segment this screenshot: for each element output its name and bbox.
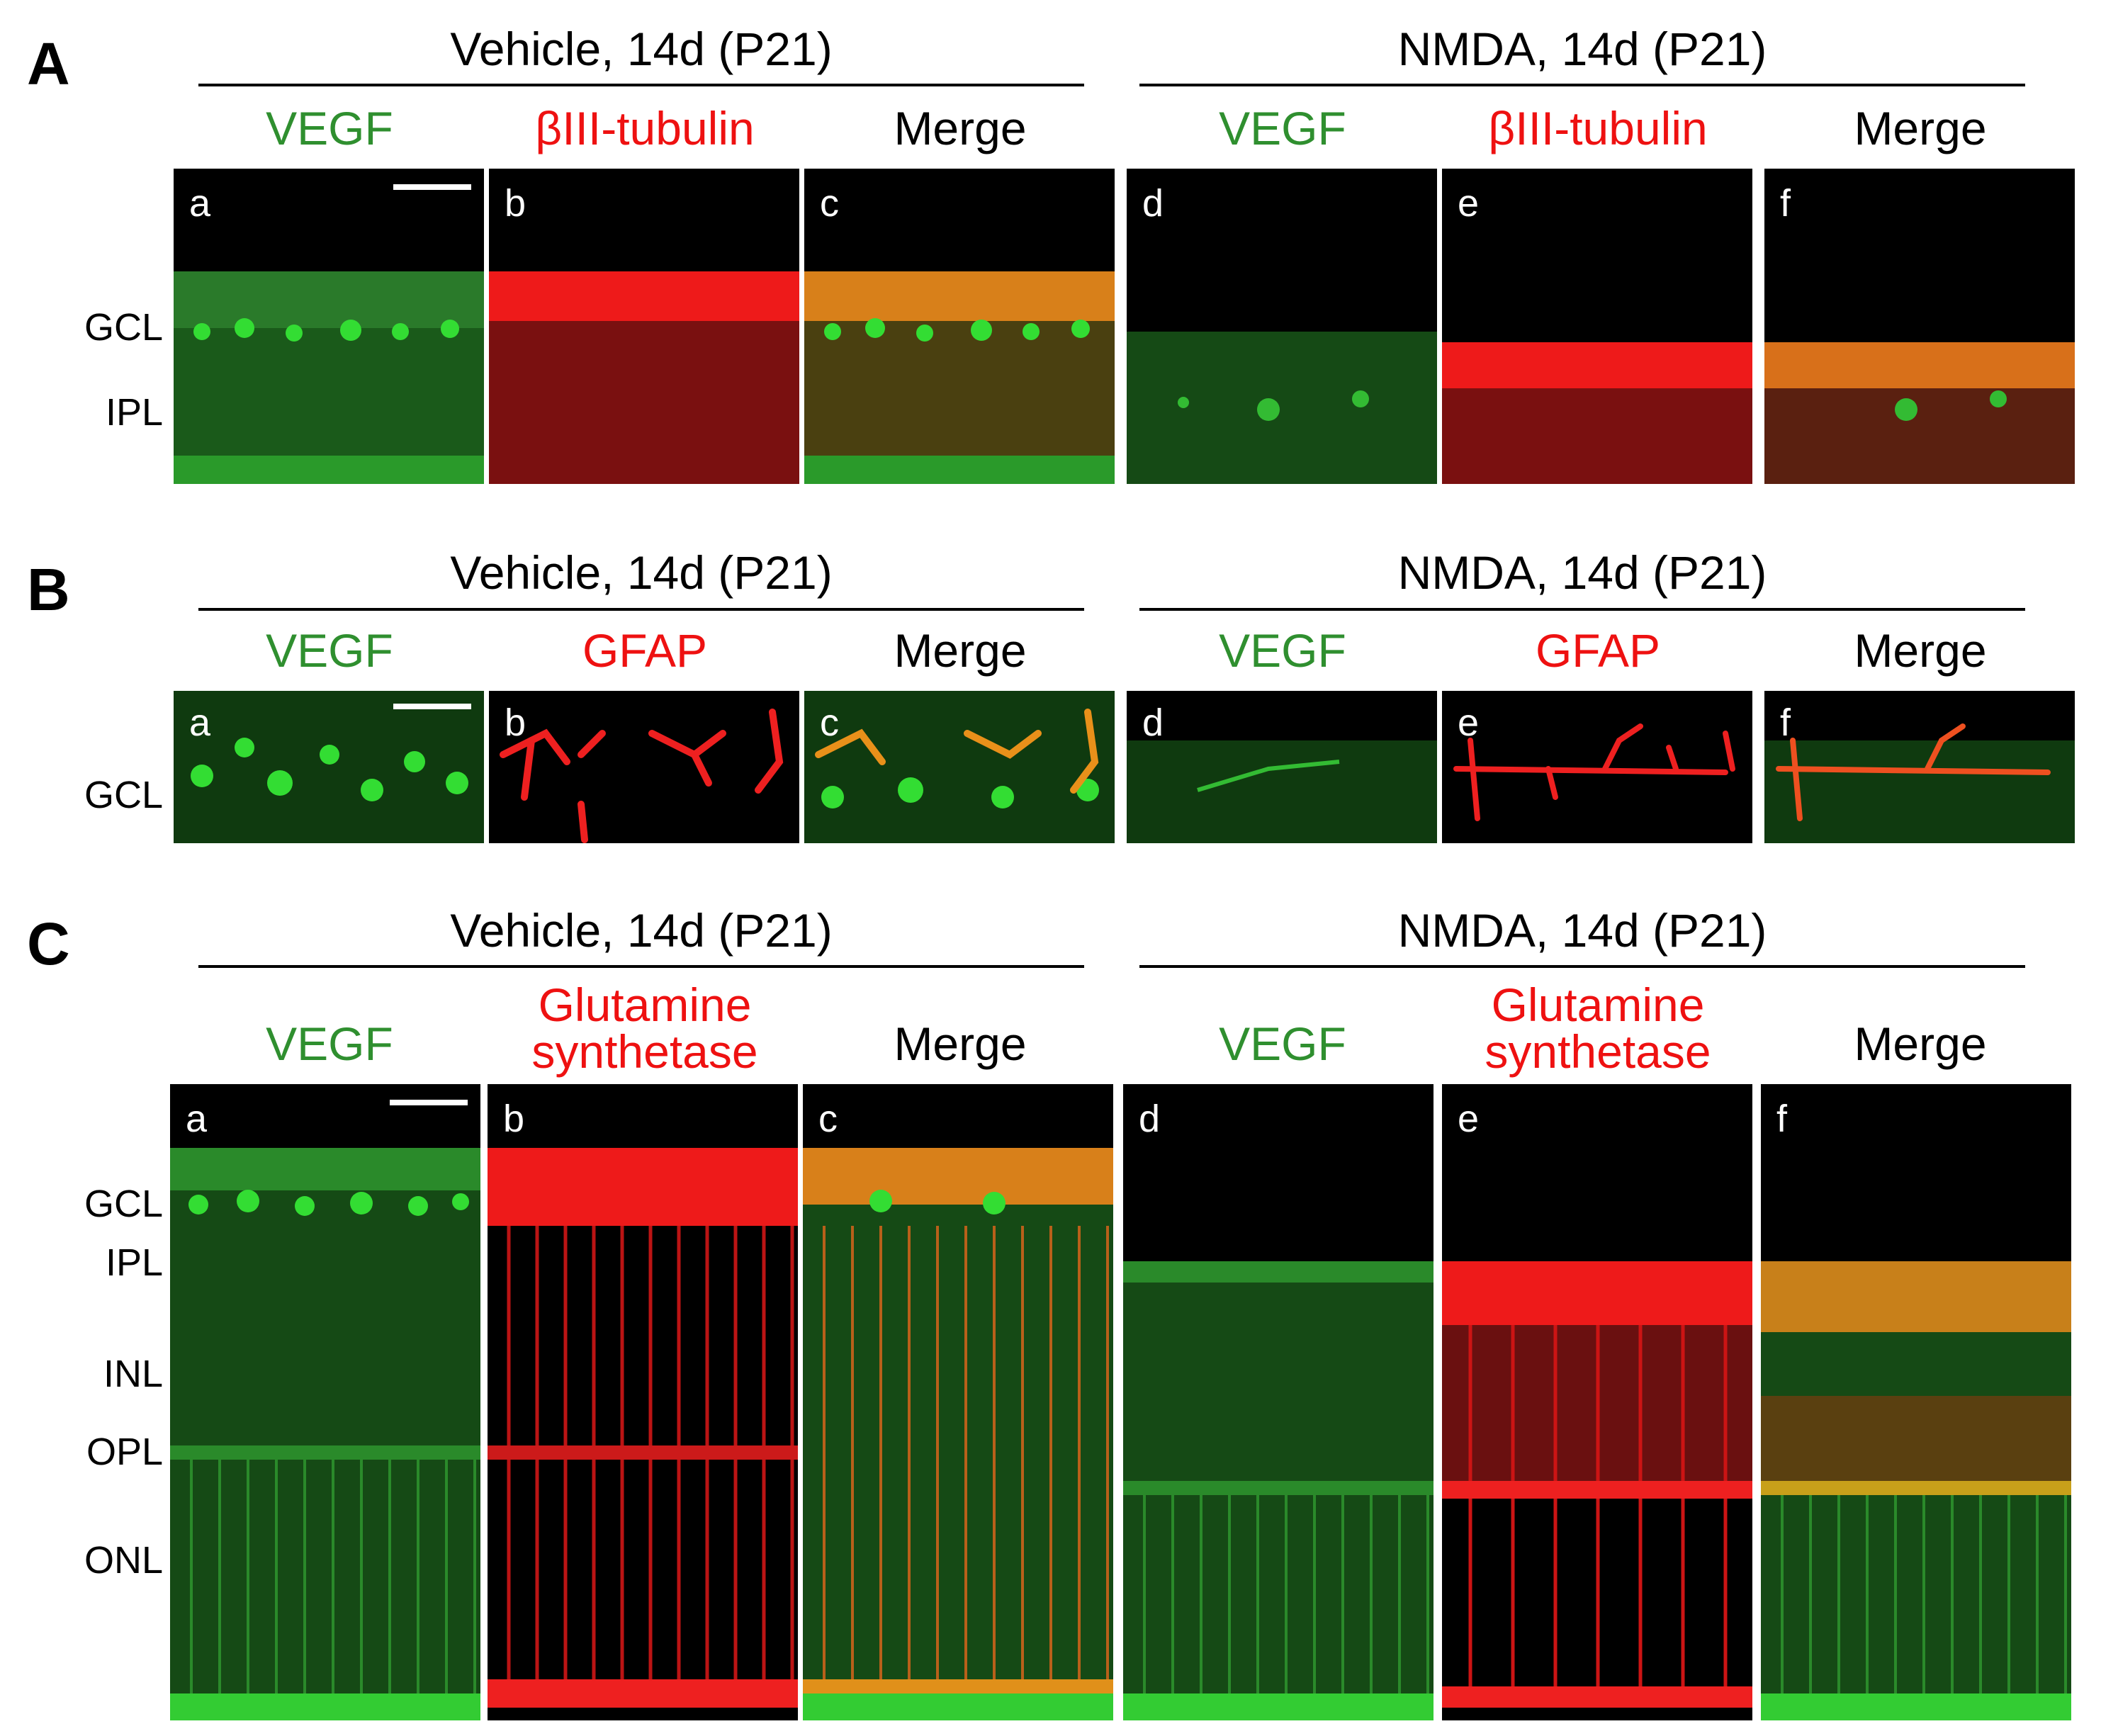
channel-label-line: synthetase	[531, 1025, 758, 1078]
channel-label-merge: Merge	[1854, 102, 1987, 154]
group-title-nmda: NMDA, 14d (P21)	[1397, 23, 1767, 75]
micrograph-merge: f	[1764, 169, 2075, 484]
layer-label-gcl: GCL	[84, 306, 163, 349]
channel-label-tubulin: βIII-tubulin	[535, 102, 755, 154]
channel-label-gfap: GFAP	[582, 624, 708, 677]
channel-label-merge: Merge	[894, 624, 1027, 677]
micrograph-merge: c	[803, 1084, 1113, 1720]
micrograph-merge: f	[1764, 691, 2075, 843]
micrograph-marker: b	[489, 169, 799, 484]
channel-label-line: synthetase	[1485, 1025, 1711, 1078]
layer-label-inl: INL	[103, 1353, 163, 1395]
scale-bar	[390, 1100, 468, 1105]
group-rule	[198, 608, 1084, 611]
micrograph-marker: b	[489, 691, 799, 843]
group-rule	[198, 965, 1084, 968]
micrograph-vegf: a	[174, 691, 484, 843]
channel-label-tubulin: βIII-tubulin	[1488, 102, 1708, 154]
channel-label-vegf: VEGF	[1219, 624, 1346, 677]
subpanel-label: d	[1142, 182, 1164, 225]
layer-label-gcl: GCL	[84, 774, 163, 816]
group-rule	[1139, 965, 2025, 968]
group-title-nmda: NMDA, 14d (P21)	[1397, 546, 1767, 599]
micrograph-merge: f	[1761, 1084, 2071, 1720]
micrograph-marker: b	[488, 1084, 798, 1720]
subpanel-label: b	[505, 701, 526, 744]
channel-label-vegf: VEGF	[1219, 1018, 1346, 1070]
subpanel-label: e	[1458, 182, 1480, 225]
micrograph-marker: e	[1442, 169, 1752, 484]
channel-label-vegf: VEGF	[266, 102, 393, 154]
micrograph-merge: c	[804, 169, 1115, 484]
panel-label-b: B	[27, 556, 70, 623]
group-title-vehicle: Vehicle, 14d (P21)	[450, 546, 833, 599]
channel-label-line: Glutamine	[1491, 979, 1705, 1031]
subpanel-label: f	[1780, 182, 1791, 225]
panel-label-a: A	[27, 30, 70, 97]
micrograph-merge: c	[804, 691, 1115, 843]
subpanel-label: c	[820, 182, 839, 225]
channel-label-vegf: VEGF	[266, 624, 393, 677]
subpanel-label: f	[1780, 701, 1791, 744]
scale-bar	[393, 184, 471, 190]
channel-label-vegf: VEGF	[1219, 102, 1346, 154]
micrograph-marker: e	[1442, 1084, 1752, 1720]
subpanel-label: d	[1142, 701, 1164, 744]
subpanel-label: d	[1139, 1098, 1161, 1140]
subpanel-label: c	[818, 1098, 838, 1140]
micrograph-vegf: d	[1127, 169, 1437, 484]
subpanel-label: f	[1776, 1098, 1788, 1140]
layer-label-ipl: IPL	[105, 1241, 163, 1284]
channel-label-gs: Glutamine synthetase	[1442, 981, 1754, 1075]
channel-label-vegf: VEGF	[266, 1018, 393, 1070]
subpanel-label: a	[189, 182, 211, 225]
group-rule	[1139, 84, 2025, 86]
channel-label-merge: Merge	[894, 1018, 1027, 1070]
layer-label-gcl: GCL	[84, 1183, 163, 1225]
group-rule	[198, 84, 1084, 86]
panel-label-c: C	[27, 911, 70, 977]
scale-bar	[393, 704, 471, 709]
channel-label-gfap: GFAP	[1535, 624, 1661, 677]
group-rule	[1139, 608, 2025, 611]
channel-label-merge: Merge	[1854, 1018, 1987, 1070]
subpanel-label: b	[503, 1098, 525, 1140]
subpanel-label: a	[186, 1098, 208, 1140]
group-title-vehicle: Vehicle, 14d (P21)	[450, 23, 833, 75]
micrograph-vegf: d	[1123, 1084, 1433, 1720]
group-title-vehicle: Vehicle, 14d (P21)	[450, 904, 833, 957]
channel-label-gs: Glutamine synthetase	[489, 981, 801, 1075]
micrograph-marker: e	[1442, 691, 1752, 843]
subpanel-label: a	[189, 701, 211, 744]
subpanel-label: e	[1458, 1098, 1480, 1140]
layer-label-ipl: IPL	[105, 391, 163, 434]
channel-label-merge: Merge	[1854, 624, 1987, 677]
layer-label-opl: OPL	[86, 1431, 163, 1473]
subpanel-label: e	[1458, 701, 1480, 744]
channel-label-line: Glutamine	[538, 979, 752, 1031]
micrograph-vegf: a	[170, 1084, 480, 1720]
layer-label-onl: ONL	[84, 1539, 163, 1582]
micrograph-vegf: d	[1127, 691, 1437, 843]
subpanel-label: b	[505, 182, 526, 225]
channel-label-merge: Merge	[894, 102, 1027, 154]
subpanel-label: c	[820, 701, 839, 744]
micrograph-vegf: a	[174, 169, 484, 484]
group-title-nmda: NMDA, 14d (P21)	[1397, 904, 1767, 957]
